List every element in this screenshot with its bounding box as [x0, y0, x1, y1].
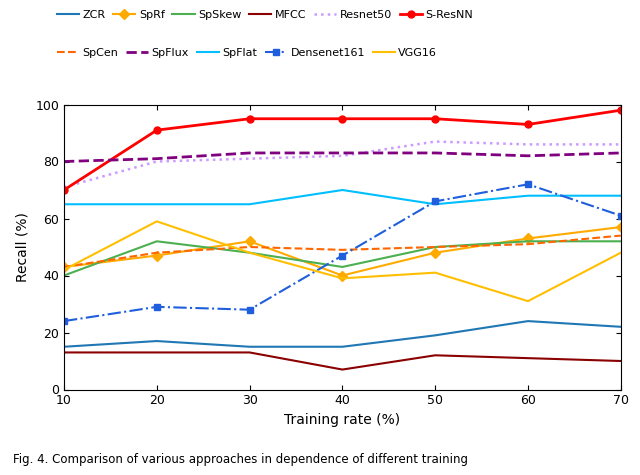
Text: Fig. 4. Comparison of various approaches in dependence of different training: Fig. 4. Comparison of various approaches… [13, 453, 468, 465]
Legend: ZCR, SpRf, SpSkew, MFCC, Resnet50, S-ResNN: ZCR, SpRf, SpSkew, MFCC, Resnet50, S-Res… [57, 10, 473, 20]
X-axis label: Training rate (%): Training rate (%) [284, 413, 401, 427]
Y-axis label: Recall (%): Recall (%) [16, 212, 29, 282]
Legend: SpCen, SpFlux, SpFlat, Densenet161, VGG16: SpCen, SpFlux, SpFlat, Densenet161, VGG1… [57, 48, 437, 58]
